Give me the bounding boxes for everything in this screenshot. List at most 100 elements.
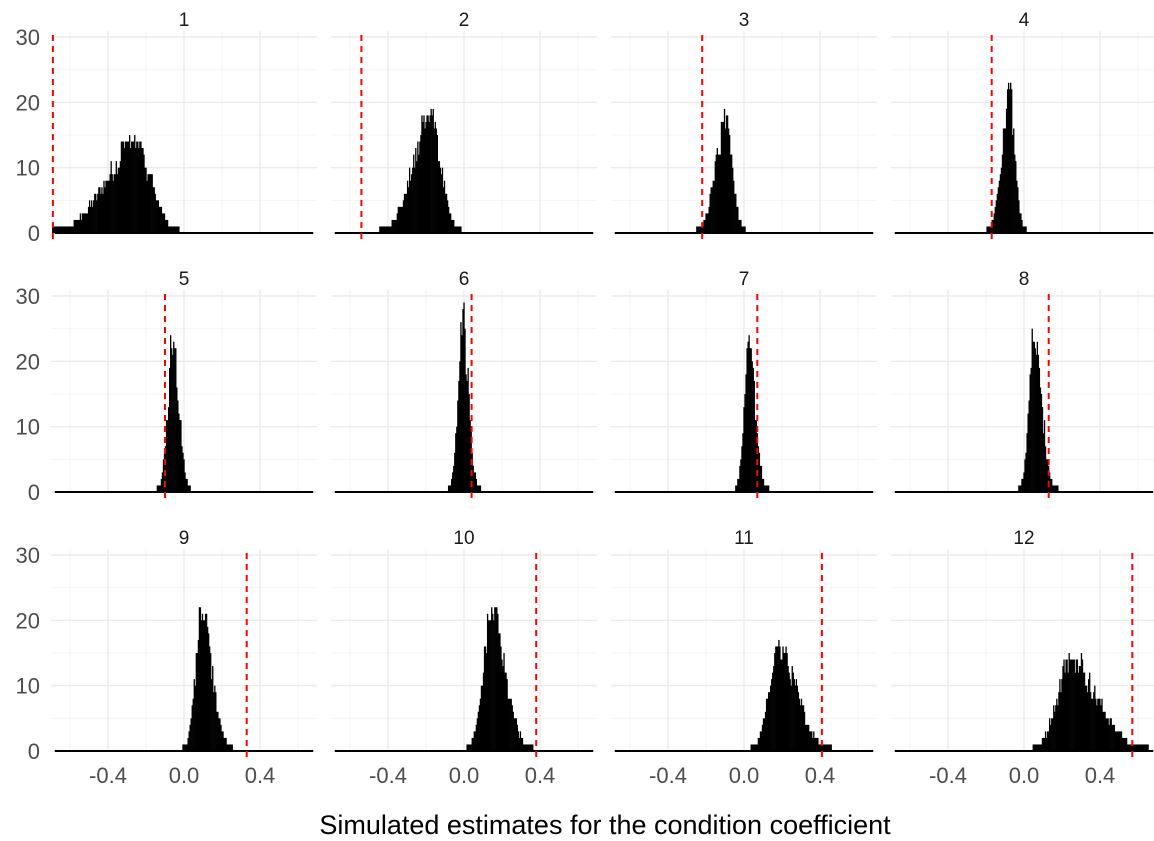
histogram-bar bbox=[1135, 744, 1137, 751]
histogram-bar bbox=[185, 478, 187, 492]
histogram-bar bbox=[192, 698, 194, 751]
x-tick-label: 0.0 bbox=[1009, 763, 1040, 788]
histogram-bar bbox=[405, 193, 408, 233]
histogram-bar bbox=[1021, 219, 1023, 233]
histogram-bar bbox=[219, 718, 221, 751]
histogram-bar bbox=[188, 731, 190, 751]
histogram-bar bbox=[532, 744, 534, 751]
histogram-bar bbox=[382, 226, 384, 233]
histogram-bar bbox=[1130, 744, 1132, 751]
facet-panel-7: 7 bbox=[611, 269, 877, 502]
histogram-bar bbox=[734, 193, 736, 233]
histogram-bar bbox=[1073, 659, 1075, 751]
histogram-bar bbox=[724, 128, 727, 233]
histogram-bar bbox=[1121, 737, 1124, 751]
histogram-bar bbox=[797, 692, 800, 751]
histogram-bar bbox=[103, 180, 105, 233]
histogram-bar bbox=[1019, 213, 1021, 233]
histogram-bar bbox=[1054, 711, 1056, 751]
histogram-bar bbox=[1132, 744, 1134, 751]
histogram-bar bbox=[172, 226, 174, 233]
histogram-bar bbox=[796, 685, 799, 751]
histogram-bar bbox=[222, 731, 224, 751]
histogram-bar bbox=[781, 659, 783, 751]
histogram-bar bbox=[1094, 685, 1096, 751]
histogram-bar bbox=[493, 620, 495, 751]
histogram-bar bbox=[783, 653, 785, 751]
histogram-bar bbox=[1007, 82, 1010, 233]
histogram-bar bbox=[156, 200, 159, 233]
histogram-bar bbox=[168, 367, 171, 492]
histogram-bar bbox=[387, 226, 389, 233]
histogram-bar bbox=[435, 128, 437, 233]
histogram-bar bbox=[1059, 679, 1061, 751]
histogram-bar bbox=[1011, 89, 1013, 234]
histogram-bar bbox=[416, 161, 418, 233]
x-tick-label: 0.4 bbox=[805, 763, 836, 788]
histogram-bar bbox=[119, 161, 122, 233]
histogram-bar bbox=[736, 485, 738, 492]
histogram-bar bbox=[452, 219, 454, 233]
histogram-bar bbox=[1034, 744, 1036, 751]
histogram-bar bbox=[95, 193, 97, 233]
histogram-bar bbox=[166, 219, 169, 233]
y-tick-label: 20 bbox=[16, 90, 40, 115]
histogram-bar bbox=[1012, 135, 1014, 233]
histogram-bar bbox=[986, 226, 988, 233]
histogram-bar bbox=[715, 154, 717, 233]
histogram-bar bbox=[772, 672, 774, 751]
histogram-bar bbox=[1047, 465, 1050, 492]
histogram-bar bbox=[1126, 744, 1129, 751]
histogram-bar bbox=[83, 213, 86, 233]
histogram-bar bbox=[465, 374, 467, 492]
histogram-bar bbox=[1111, 724, 1113, 751]
histogram-bar bbox=[829, 744, 831, 751]
histogram-bar bbox=[85, 213, 88, 233]
histogram-bar bbox=[400, 206, 403, 233]
histogram-bar bbox=[111, 174, 113, 233]
histogram-bar bbox=[183, 459, 185, 492]
histogram-bar bbox=[76, 219, 78, 233]
histogram-bar bbox=[130, 148, 132, 233]
histogram-bar bbox=[1066, 659, 1068, 751]
histogram-bar bbox=[520, 737, 523, 751]
histogram-bar bbox=[1027, 413, 1029, 492]
histogram-bar bbox=[231, 744, 233, 751]
histogram-bar bbox=[1016, 180, 1018, 233]
histogram-bar bbox=[139, 141, 141, 233]
histogram-bar bbox=[1050, 724, 1052, 751]
histogram-bar bbox=[408, 167, 411, 233]
histogram-bar bbox=[1079, 666, 1082, 751]
histogram-bar bbox=[115, 161, 117, 233]
histogram-bar bbox=[173, 226, 175, 233]
histogram-bar bbox=[164, 219, 167, 233]
histogram-bar bbox=[731, 154, 733, 233]
histogram-bar bbox=[742, 433, 744, 492]
histogram-bar bbox=[766, 485, 769, 492]
histogram-bar bbox=[819, 744, 821, 751]
histogram-bar bbox=[135, 148, 137, 233]
histogram-bar bbox=[422, 121, 424, 233]
histogram-bar bbox=[1083, 672, 1086, 751]
histogram-bar bbox=[787, 666, 789, 751]
histogram-bar bbox=[477, 711, 480, 751]
histogram-bar bbox=[1045, 737, 1048, 751]
histogram-bar bbox=[816, 737, 818, 751]
histogram-bar bbox=[782, 646, 784, 751]
histogram-bar bbox=[157, 485, 160, 492]
histogram-bar bbox=[160, 478, 163, 492]
histogram-bar bbox=[531, 744, 533, 751]
histogram-bar bbox=[185, 744, 187, 751]
histogram-bar bbox=[1091, 698, 1093, 751]
histogram-bar bbox=[792, 672, 794, 751]
histogram-bar bbox=[1107, 718, 1109, 751]
histogram-bar bbox=[78, 219, 81, 233]
histogram-bar bbox=[425, 121, 427, 233]
histogram-bar bbox=[744, 226, 746, 233]
histogram-bar bbox=[484, 646, 487, 751]
histogram-bar bbox=[503, 653, 505, 751]
histogram-bar bbox=[399, 206, 402, 233]
histogram-bar bbox=[1114, 731, 1116, 751]
histogram-bar bbox=[227, 744, 229, 751]
histogram-bar bbox=[395, 219, 397, 233]
